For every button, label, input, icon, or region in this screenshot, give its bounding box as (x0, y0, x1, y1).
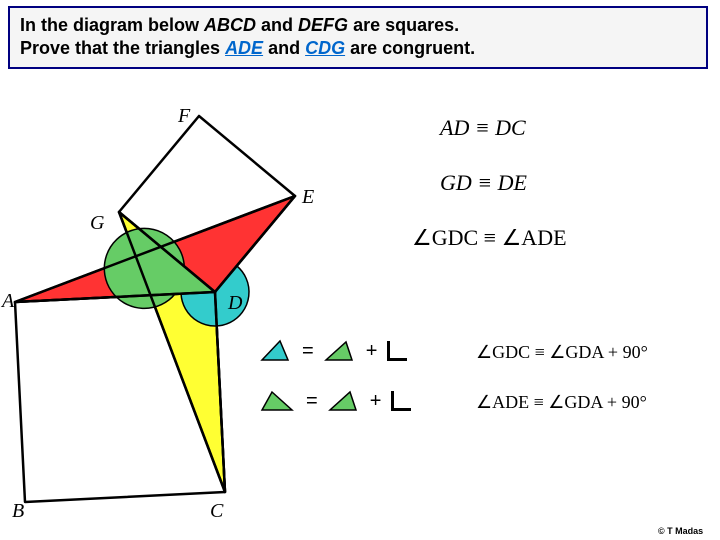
plus-sign-2: + (370, 390, 382, 413)
problem-text-3: are squares. (348, 15, 459, 35)
equals-sign-2: = (306, 390, 318, 413)
equals-sign: = (302, 340, 314, 363)
problem-text-6: are congruent. (345, 38, 475, 58)
problem-abcd: ABCD (204, 15, 256, 35)
problem-defg: DEFG (298, 15, 348, 35)
problem-text-2: and (256, 15, 298, 35)
wedge-cyan-icon (260, 338, 292, 364)
problem-text-1: In the diagram below (20, 15, 204, 35)
right-angle-icon (387, 341, 407, 361)
problem-statement: In the diagram below ABCD and DEFG are s… (8, 6, 708, 69)
plus-sign: + (366, 340, 378, 363)
right-angle-icon-2 (391, 391, 411, 411)
wedge-green3-icon (328, 388, 360, 414)
problem-cdg: CDG (305, 38, 345, 58)
geometry-diagram (0, 70, 330, 530)
proof-gdc-ade: ∠GDC ≡ ∠ADE (412, 225, 567, 251)
problem-ade: ADE (225, 38, 263, 58)
proof-gdc-expand: ∠GDC ≡ ∠GDA + 90° (476, 342, 648, 363)
label-A: A (2, 290, 14, 313)
label-G: G (90, 212, 104, 235)
label-E: E (302, 186, 314, 209)
copyright-text: © T Madas (658, 526, 703, 536)
proof-ade-expand: ∠ADE ≡ ∠GDA + 90° (476, 392, 647, 413)
proof-ad-dc: AD ≡ DC (440, 115, 526, 141)
wedge-green-icon (324, 338, 356, 364)
wedge-green2-icon (260, 388, 296, 414)
problem-text-5: and (263, 38, 305, 58)
label-B: B (12, 500, 24, 523)
angle-equation-1: = + (260, 338, 407, 364)
problem-text-4: Prove that the triangles (20, 38, 225, 58)
label-F: F (178, 105, 190, 128)
label-C: C (210, 500, 223, 523)
proof-gd-de: GD ≡ DE (440, 170, 527, 196)
label-D: D (228, 292, 242, 315)
angle-equation-2: = + (260, 388, 411, 414)
